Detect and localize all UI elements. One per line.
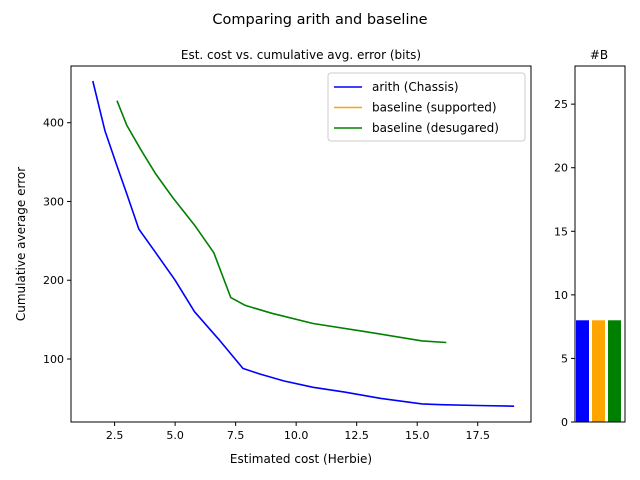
main-x-axis-ticks: 2.5 5.0 7.5 10.0 12.5 15.0 17.5 [106,422,490,442]
bar-plot-frame [574,65,626,423]
main-y-axis-ticks: 100 200 300 400 [43,117,71,366]
legend-box [327,72,526,142]
x-tick-label: 15.0 [405,429,430,442]
series-line-2 [116,100,447,344]
bar-y-tick-label: 0 [561,416,568,429]
series-line-0 [92,80,515,407]
x-tick-label: 10.0 [284,429,309,442]
bar-y-axis-ticks: 0 5 10 15 20 25 [554,98,575,429]
x-tick-label: 7.5 [227,429,245,442]
y-tick-label: 200 [43,274,64,287]
x-tick-label: 17.5 [465,429,490,442]
bar-0 [576,320,589,422]
x-tick-label: 5.0 [166,429,184,442]
legend-label: arith (Chassis) [372,80,459,94]
bar-chart-title: #B [590,48,608,62]
x-tick-label: 12.5 [344,429,369,442]
x-tick-label: 2.5 [106,429,124,442]
bar-y-tick-label: 5 [561,352,568,365]
bar-chart: #B 0 5 10 15 20 25 [554,48,626,429]
bar-2 [608,320,621,422]
main-series-group [92,80,515,407]
figure-suptitle: Comparing arith and baseline [212,12,427,28]
bar-y-tick-label: 25 [554,98,568,111]
y-tick-label: 300 [43,195,64,208]
main-y-axis-label: Cumulative average error [14,167,28,321]
bar-y-tick-label: 10 [554,289,568,302]
main-x-axis-label: Estimated cost (Herbie) [230,452,372,466]
main-line-chart: Est. cost vs. cumulative avg. error (bit… [14,48,532,466]
main-plot-frame [70,65,532,423]
bar-1 [592,320,605,422]
legend-label: baseline (desugared) [372,121,499,135]
bar-y-tick-label: 20 [554,162,568,175]
y-tick-label: 100 [43,353,64,366]
legend-label: baseline (supported) [372,101,497,115]
bar-y-tick-label: 15 [554,225,568,238]
legend: arith (Chassis) baseline (supported) basel… [327,72,526,142]
legend-items: arith (Chassis) baseline (supported) basel… [334,80,499,135]
main-chart-title: Est. cost vs. cumulative avg. error (bit… [181,48,421,62]
bars-group [576,320,621,422]
y-tick-label: 400 [43,117,64,130]
